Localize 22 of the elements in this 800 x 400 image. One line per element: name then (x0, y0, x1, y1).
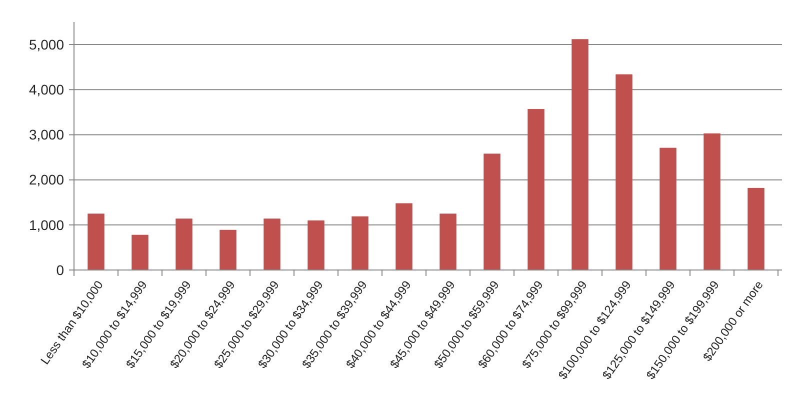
bar (704, 133, 720, 270)
bar (660, 148, 676, 270)
bar (308, 220, 324, 270)
y-tick-label: 2,000 (28, 172, 64, 188)
bar (484, 154, 500, 270)
bar (528, 109, 544, 270)
bar (396, 203, 412, 270)
bar (748, 188, 764, 270)
bar (176, 218, 192, 270)
bar (132, 234, 148, 270)
bar (220, 230, 236, 270)
y-tick-label: 0 (56, 262, 64, 278)
bar (616, 74, 632, 270)
y-tick-label: 1,000 (28, 216, 64, 233)
y-tick-label: 5,000 (28, 36, 64, 52)
bar (264, 218, 280, 270)
y-tick-label: 3,000 (28, 126, 64, 143)
bar (88, 214, 104, 270)
y-tick-label: 4,000 (28, 82, 64, 98)
bar (440, 214, 456, 270)
bar (572, 39, 588, 270)
bar (352, 216, 368, 270)
